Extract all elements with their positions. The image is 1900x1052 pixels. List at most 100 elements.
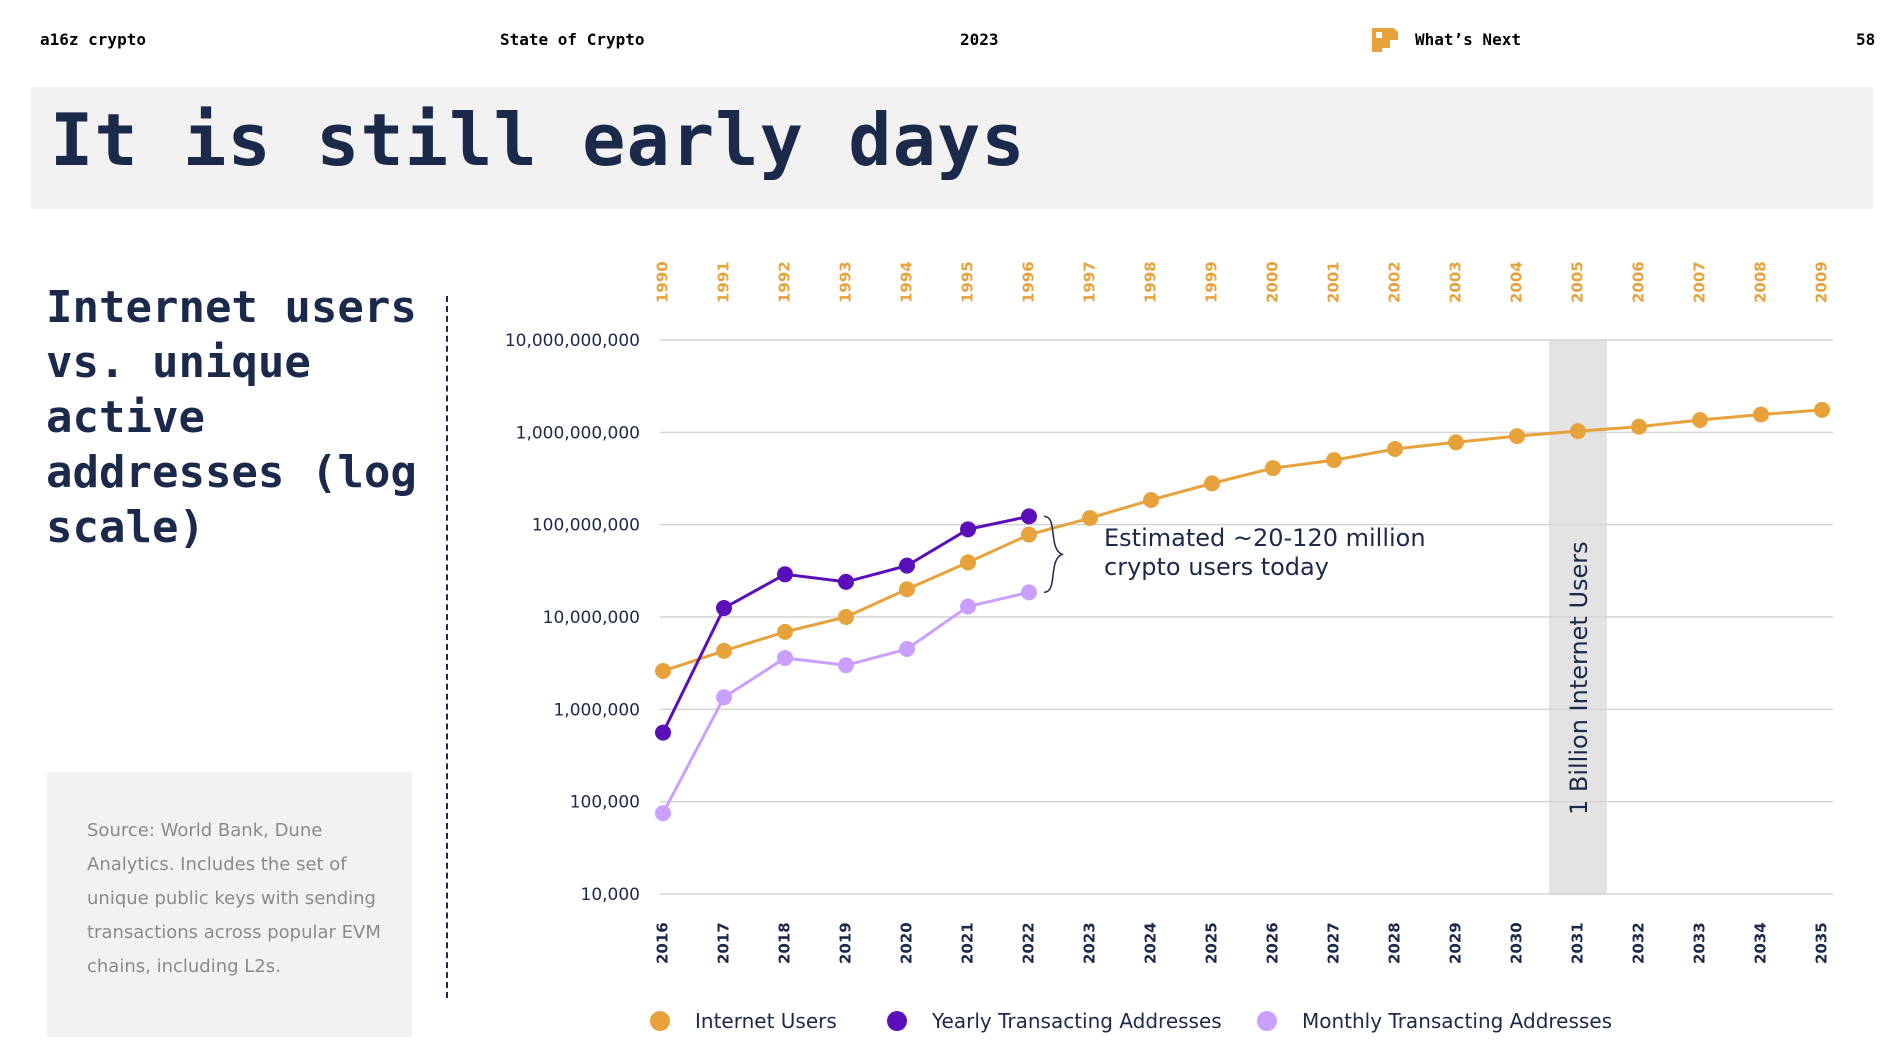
x-tick-label-bottom: 2031 xyxy=(1569,922,1587,964)
title-band xyxy=(31,87,1873,209)
highlight-label: 1 Billion Internet Users xyxy=(1565,541,1593,815)
data-point-monthly-transacting-addresses xyxy=(960,598,976,615)
data-point-internet-users xyxy=(838,609,854,625)
data-point-internet-users xyxy=(1326,452,1342,469)
data-point-internet-users xyxy=(1021,526,1037,543)
x-tick-label-bottom: 2019 xyxy=(837,922,855,964)
x-tick-label-top: 2002 xyxy=(1386,261,1404,303)
x-tick-label-bottom: 2023 xyxy=(1081,922,1099,964)
data-point-internet-users xyxy=(960,554,976,571)
x-tick-label-top: 1996 xyxy=(1020,261,1038,303)
data-point-yearly-transacting-addresses xyxy=(838,573,854,590)
data-point-internet-users xyxy=(1265,460,1281,477)
data-point-monthly-transacting-addresses xyxy=(655,805,671,822)
data-point-monthly-transacting-addresses xyxy=(777,649,793,666)
data-point-internet-users xyxy=(1631,418,1647,435)
x-tick-label-bottom: 2022 xyxy=(1020,922,1038,964)
report-year: 2023 xyxy=(960,30,999,49)
data-point-internet-users xyxy=(1204,475,1220,492)
x-tick-label-top: 2009 xyxy=(1813,261,1831,303)
x-tick-label-top: 2004 xyxy=(1508,261,1526,303)
x-tick-label-bottom: 2035 xyxy=(1813,922,1831,964)
data-point-monthly-transacting-addresses xyxy=(1021,584,1037,601)
x-tick-label-bottom: 2017 xyxy=(715,922,733,964)
series-line-monthly-transacting-addresses xyxy=(661,590,1030,814)
data-point-internet-users xyxy=(1814,401,1830,418)
data-point-internet-users xyxy=(1143,491,1159,508)
y-tick-label: 10,000,000,000 xyxy=(505,331,640,351)
brand-name: a16z crypto xyxy=(40,30,146,49)
data-point-internet-users xyxy=(777,623,793,640)
y-tick-label: 100,000 xyxy=(570,793,640,813)
y-tick-label: 1,000,000,000 xyxy=(516,423,640,443)
y-tick-label: 10,000,000 xyxy=(543,608,640,628)
x-tick-label-top: 2003 xyxy=(1447,261,1465,303)
data-point-monthly-transacting-addresses xyxy=(838,657,854,674)
brand-logo-icon xyxy=(1372,28,1398,52)
x-tick-label-bottom: 2034 xyxy=(1752,922,1770,964)
x-tick-label-top: 1998 xyxy=(1142,261,1160,303)
x-tick-label-bottom: 2033 xyxy=(1691,922,1709,964)
data-point-internet-users xyxy=(1692,412,1708,429)
annotation-brace xyxy=(1043,515,1064,594)
x-tick-label-top: 2005 xyxy=(1569,261,1587,303)
x-tick-label-bottom: 2018 xyxy=(776,922,794,964)
data-point-yearly-transacting-addresses xyxy=(716,600,732,617)
x-tick-label-top: 1990 xyxy=(654,261,672,303)
dashed-divider xyxy=(446,296,448,998)
x-tick-label-top: 1994 xyxy=(898,261,916,303)
x-tick-label-top: 1993 xyxy=(837,261,855,303)
x-tick-label-bottom: 2025 xyxy=(1203,922,1221,964)
x-tick-label-top: 2007 xyxy=(1691,261,1709,303)
legend-label-monthly-addresses: Monthly Transacting Addresses xyxy=(1302,1009,1613,1033)
data-point-internet-users xyxy=(1753,406,1769,423)
x-tick-label-bottom: 2021 xyxy=(959,922,977,964)
y-tick-label: 10,000 xyxy=(581,885,640,905)
x-tick-label-top: 1992 xyxy=(776,261,794,303)
data-point-yearly-transacting-addresses xyxy=(960,521,976,538)
data-point-monthly-transacting-addresses xyxy=(716,689,732,706)
legend-label-internet-users: Internet Users xyxy=(695,1009,837,1033)
section-name: What’s Next xyxy=(1415,30,1521,49)
data-point-internet-users xyxy=(655,663,671,680)
x-tick-label-top: 1999 xyxy=(1203,261,1221,303)
legend-swatch-yearly-addresses xyxy=(887,1011,907,1031)
x-tick-label-top: 2008 xyxy=(1752,261,1770,303)
annotation-text: Estimated ~20-120 million xyxy=(1104,524,1426,552)
x-tick-label-top: 1997 xyxy=(1081,261,1099,303)
x-tick-label-bottom: 2029 xyxy=(1447,922,1465,964)
x-tick-label-bottom: 2030 xyxy=(1508,922,1526,964)
data-point-yearly-transacting-addresses xyxy=(899,557,915,574)
data-point-monthly-transacting-addresses xyxy=(899,641,915,658)
source-box: Source: World Bank, Dune Analytics. Incl… xyxy=(47,772,412,1037)
x-tick-label-bottom: 2016 xyxy=(654,922,672,964)
source-note: Source: World Bank, Dune Analytics. Incl… xyxy=(87,820,381,977)
data-point-internet-users xyxy=(1448,434,1464,451)
legend-label-yearly-addresses: Yearly Transacting Addresses xyxy=(932,1009,1222,1033)
data-point-yearly-transacting-addresses xyxy=(777,566,793,583)
x-tick-label-top: 2006 xyxy=(1630,261,1648,303)
data-point-internet-users xyxy=(1570,423,1586,440)
x-tick-label-bottom: 2032 xyxy=(1630,922,1648,964)
x-tick-label-bottom: 2028 xyxy=(1386,922,1404,964)
x-tick-label-top: 2000 xyxy=(1264,261,1282,303)
y-tick-label: 1,000,000 xyxy=(553,700,640,720)
page-number: 58 xyxy=(1856,30,1876,49)
top-bar: a16z crypto State of Crypto 2023 What’s … xyxy=(0,30,1900,54)
x-tick-label-bottom: 2026 xyxy=(1264,922,1282,964)
y-tick-label: 100,000,000 xyxy=(532,516,640,536)
page-title: It is still early days xyxy=(50,98,1026,182)
data-point-internet-users xyxy=(716,642,732,659)
x-tick-label-bottom: 2024 xyxy=(1142,922,1160,964)
x-tick-label-bottom: 2020 xyxy=(898,922,916,964)
x-tick-label-top: 1991 xyxy=(715,261,733,303)
annotation-text: crypto users today xyxy=(1104,553,1329,581)
data-point-internet-users xyxy=(1082,510,1098,527)
x-tick-label-bottom: 2027 xyxy=(1325,922,1343,964)
data-point-internet-users xyxy=(1387,440,1403,457)
series-line-internet-users xyxy=(662,408,1823,673)
x-tick-label-top: 1995 xyxy=(959,261,977,303)
data-point-internet-users xyxy=(899,581,915,598)
report-name: State of Crypto xyxy=(500,30,645,49)
